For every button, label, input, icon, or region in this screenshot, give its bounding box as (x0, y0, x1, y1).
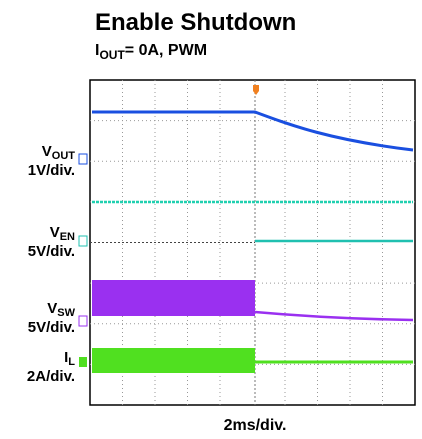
text-part: L (68, 356, 75, 368)
title: Enable Shutdown (95, 9, 296, 36)
text-part: V (42, 143, 52, 160)
il-switching (92, 348, 255, 373)
subtitle-sub: OUT (99, 48, 125, 62)
channel-label: VOUT (42, 143, 76, 162)
vsw-switching (92, 280, 255, 316)
channel-scale: 2A/div. (27, 368, 75, 385)
channel-scale: 1V/div. (28, 162, 75, 179)
channel-scale: 5V/div. (28, 243, 75, 260)
text-part: I (64, 349, 68, 366)
text-part: EN (60, 231, 75, 243)
text-part: SW (57, 307, 75, 319)
channel-label: VSW (47, 300, 75, 319)
subtitle-rest: = 0A, PWM (125, 42, 207, 59)
vsw-trace (254, 310, 414, 322)
grid (90, 80, 415, 405)
text-part: OUT (52, 150, 76, 162)
channel-label: IL (64, 349, 75, 368)
subtitle: IOUT= 0A, PWM (95, 42, 207, 62)
trigger-marker (253, 85, 259, 95)
channel-scale: 5V/div. (28, 319, 75, 336)
text-part: V (50, 224, 60, 241)
channel-label: VEN (50, 224, 75, 243)
subtitle-main: I (95, 42, 99, 59)
vout-trace (92, 110, 414, 152)
channel-markers (78, 153, 88, 367)
x-label: 2ms/div. (224, 417, 287, 434)
text-part: V (47, 300, 57, 317)
